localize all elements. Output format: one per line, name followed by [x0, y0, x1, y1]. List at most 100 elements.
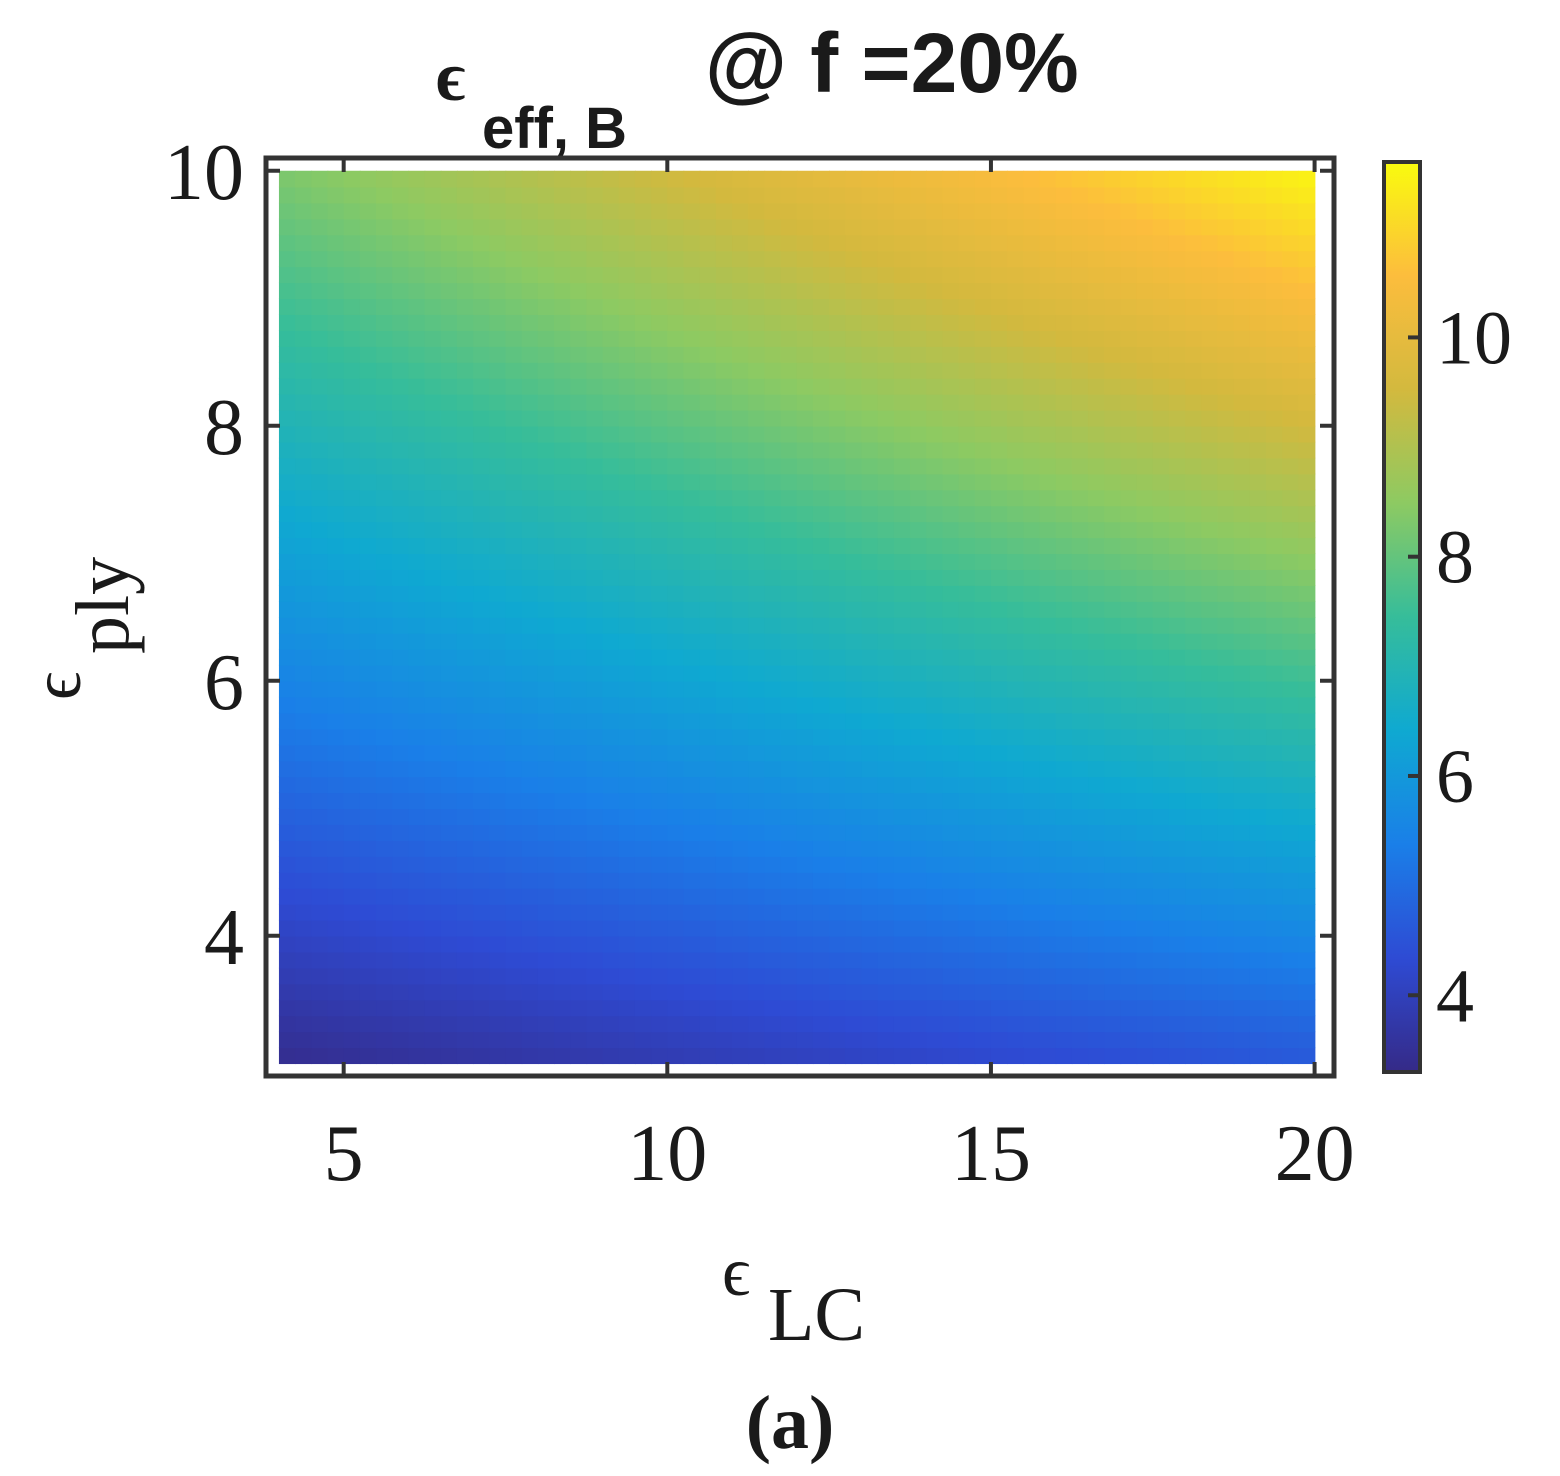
heatmap-cell: [1233, 330, 1251, 347]
heatmap-cell: [602, 266, 620, 284]
heatmap-cell: [667, 728, 685, 746]
heatmap-cell: [651, 935, 669, 953]
heatmap-cell: [1282, 680, 1300, 698]
heatmap-cell: [1023, 712, 1041, 730]
heatmap-cell: [1152, 983, 1170, 1001]
heatmap-cell: [1185, 744, 1203, 762]
heatmap-cell: [359, 887, 377, 905]
heatmap-cell: [1282, 887, 1300, 905]
heatmap-cell: [861, 760, 879, 778]
heatmap-cell: [554, 553, 572, 570]
heatmap-cell: [974, 569, 992, 586]
heatmap-cell: [1152, 441, 1170, 459]
heatmap-cell: [537, 314, 555, 331]
heatmap-cell: [295, 346, 313, 363]
heatmap-cell: [424, 362, 442, 379]
heatmap-cell: [667, 648, 685, 666]
heatmap-cell: [376, 202, 394, 220]
heatmap-cell: [780, 537, 798, 555]
heatmap-cell: [974, 186, 992, 204]
heatmap-cell: [1039, 457, 1057, 475]
heatmap-cell: [1266, 282, 1284, 300]
heatmap-cell: [667, 903, 685, 921]
heatmap-cell: [327, 856, 345, 873]
heatmap-cell: [1136, 298, 1154, 315]
heatmap-cell: [780, 330, 798, 347]
heatmap-cell: [392, 617, 410, 634]
heatmap-cell: [570, 792, 588, 810]
heatmap-cell: [1136, 903, 1154, 921]
heatmap-cell: [780, 553, 798, 570]
heatmap-cell: [683, 824, 701, 841]
heatmap-cell: [1152, 537, 1170, 555]
title-subscript: eff, B: [482, 96, 627, 161]
heatmap-cell: [1088, 362, 1106, 379]
heatmap-cell: [1136, 489, 1154, 507]
heatmap-cell: [1298, 314, 1316, 331]
heatmap-cell: [1201, 919, 1219, 937]
heatmap-cell: [1152, 569, 1170, 586]
heatmap-cell: [1088, 776, 1106, 794]
heatmap-cell: [926, 951, 944, 969]
heatmap-cell: [295, 824, 313, 841]
heatmap-cell: [1136, 393, 1154, 411]
heatmap-cell: [311, 935, 329, 953]
heatmap-cell: [796, 346, 814, 363]
heatmap-cell: [634, 202, 652, 220]
heatmap-cell: [392, 840, 410, 857]
heatmap-cell: [1104, 505, 1122, 523]
heatmap-cell: [473, 680, 491, 698]
heatmap-cell: [1298, 377, 1316, 395]
heatmap-cell: [570, 967, 588, 985]
heatmap-cell: [634, 840, 652, 857]
heatmap-cell: [473, 617, 491, 634]
heatmap-cell: [1007, 362, 1025, 379]
heatmap-cell: [910, 601, 928, 618]
heatmap-cell: [408, 808, 426, 825]
heatmap-cell: [910, 346, 928, 363]
heatmap-cell: [845, 234, 863, 252]
heatmap-cell: [311, 409, 329, 427]
heatmap-cell: [634, 744, 652, 762]
heatmap-cell: [634, 346, 652, 363]
heatmap-cell: [699, 346, 717, 363]
heatmap-cell: [1055, 314, 1073, 331]
heatmap-cell: [359, 840, 377, 857]
heatmap-cell: [489, 1047, 507, 1065]
heatmap-cell: [990, 728, 1008, 746]
heatmap-cell: [634, 903, 652, 921]
heatmap-cell: [1282, 441, 1300, 459]
heatmap-cell: [392, 872, 410, 889]
heatmap-cell: [699, 314, 717, 331]
heatmap-cell: [877, 744, 895, 762]
heatmap-cell: [505, 617, 523, 634]
heatmap-cell: [1201, 776, 1219, 794]
heatmap-cell: [764, 744, 782, 762]
heatmap-cell: [780, 362, 798, 379]
heatmap-cell: [764, 856, 782, 873]
heatmap-cell: [748, 808, 766, 825]
heatmap-cell: [1249, 903, 1267, 921]
heatmap-cell: [537, 441, 555, 459]
heatmap-cell: [958, 553, 976, 570]
heatmap-cell: [1168, 935, 1186, 953]
heatmap-cell: [602, 250, 620, 268]
heatmap-cell: [699, 457, 717, 475]
heatmap-cell: [1168, 632, 1186, 650]
heatmap-cell: [1088, 505, 1106, 523]
heatmap-cell: [1104, 1047, 1122, 1065]
heatmap-cell: [942, 330, 960, 347]
heatmap-cell: [877, 282, 895, 300]
heatmap-cell: [893, 473, 911, 491]
heatmap-cell: [683, 935, 701, 953]
heatmap-cell: [715, 951, 733, 969]
heatmap-cell: [1120, 250, 1138, 268]
heatmap-cell: [634, 425, 652, 443]
heatmap-cell: [1023, 585, 1041, 602]
heatmap-cell: [1249, 872, 1267, 889]
heatmap-cell: [521, 521, 539, 539]
heatmap-cell: [392, 330, 410, 347]
heatmap-cell: [554, 696, 572, 714]
heatmap-cell: [424, 951, 442, 969]
heatmap-cell: [877, 585, 895, 602]
